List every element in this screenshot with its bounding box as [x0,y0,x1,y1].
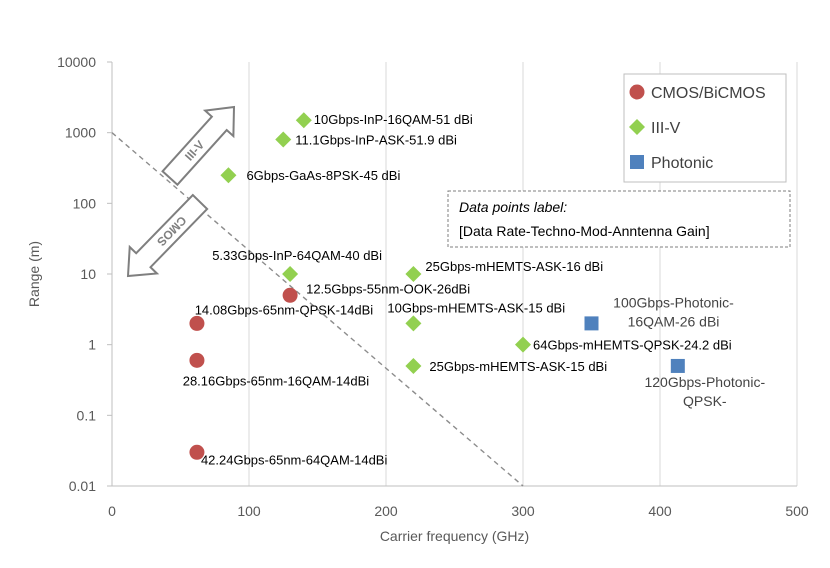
x-tick-label: 0 [108,503,116,519]
point-label: 25Gbps-mHEMTS-ASK-15 dBi [429,359,607,374]
data-points [189,112,685,460]
legend-circle-marker [629,84,645,100]
legend-label: III-V [651,120,681,137]
square-point [670,358,685,373]
point-label: 11.1Gbps-InP-ASK-51.9 dBi [295,133,457,148]
point-label: 5.33Gbps-InP-64QAM-40 dBi [212,248,382,263]
point-label: 10Gbps-InP-16QAM-51 dBi [314,112,473,127]
square-point [584,316,599,331]
boundary-line [111,132,524,487]
diamond-point [220,167,237,184]
x-tick-label: 200 [374,503,398,519]
note-body: [Data Rate-Techno-Mod-Anntenna Gain] [459,223,710,239]
diamond-point [405,315,422,332]
boundary-dashed-line [111,132,524,487]
x-tick-label: 400 [648,503,672,519]
x-axis-title: Carrier frequency (GHz) [380,528,529,544]
y-tick-label: 1000 [65,125,96,141]
y-tick-label: 0.01 [69,478,96,494]
point-label: 42.24Gbps-65nm-64QAM-14dBi [201,452,388,467]
y-tick-label: 10 [80,266,96,282]
y-tick-label: 1 [88,337,96,353]
y-tick-label: 100 [73,195,97,211]
x-tick-label: 300 [511,503,535,519]
point-label: 10Gbps-mHEMTS-ASK-15 dBi [387,300,565,315]
y-axis-title: Range (m) [26,241,42,307]
legend: CMOS/BiCMOS III-V Photonic [623,73,787,183]
legend-square-marker [630,155,644,169]
circle-point [189,315,205,331]
note-title: Data points label: [459,199,567,215]
y-tick-label: 0.1 [77,407,97,423]
point-label: 12.5Gbps-55nm-OOK-26dBi [306,281,470,296]
point-label: 25Gbps-mHEMTS-ASK-16 dBi [425,259,603,274]
legend-box [623,73,787,183]
note-box [447,190,791,248]
diamond-point [405,357,422,374]
cmos-arrow: CMOS [126,193,209,278]
diamond-point [275,131,292,148]
y-tick-label: 10000 [57,54,96,70]
x-tick-label: 500 [785,503,809,519]
legend-label: Photonic [651,155,713,172]
legend-diamond-marker [629,119,645,135]
point-label: 28.16Gbps-65nm-16QAM-14dBi [183,373,370,388]
x-tick-label: 100 [237,503,261,519]
point-label: 14.08Gbps-65nm-QPSK-14dBi [195,302,374,317]
circle-point [282,287,298,303]
photonic-point-label: 120Gbps-Photonic-QPSK- [644,374,765,409]
diamond-point [295,112,312,129]
circle-point [189,444,205,460]
label-note-box: Data points label: [Data Rate-Techno-Mod-… [447,190,791,248]
photonic-point-label: 100Gbps-Photonic-16QAM-26 dBi [613,294,734,329]
legend-label: CMOS/BiCMOS [651,85,766,102]
iii-v-arrow-shape [161,105,236,187]
point-labels: 14.08Gbps-65nm-QPSK-14dBi 28.16Gbps-65nm-… [183,112,766,467]
cmos-arrow-shape [126,193,209,278]
circle-point [189,352,205,368]
point-label: 6Gbps-GaAs-8PSK-45 dBi [246,168,400,183]
diamond-point [515,336,531,353]
diamond-point [282,266,299,282]
point-label: 64Gbps-mHEMTS-QPSK-24.2 dBi [533,338,732,353]
diamond-point [405,266,422,282]
